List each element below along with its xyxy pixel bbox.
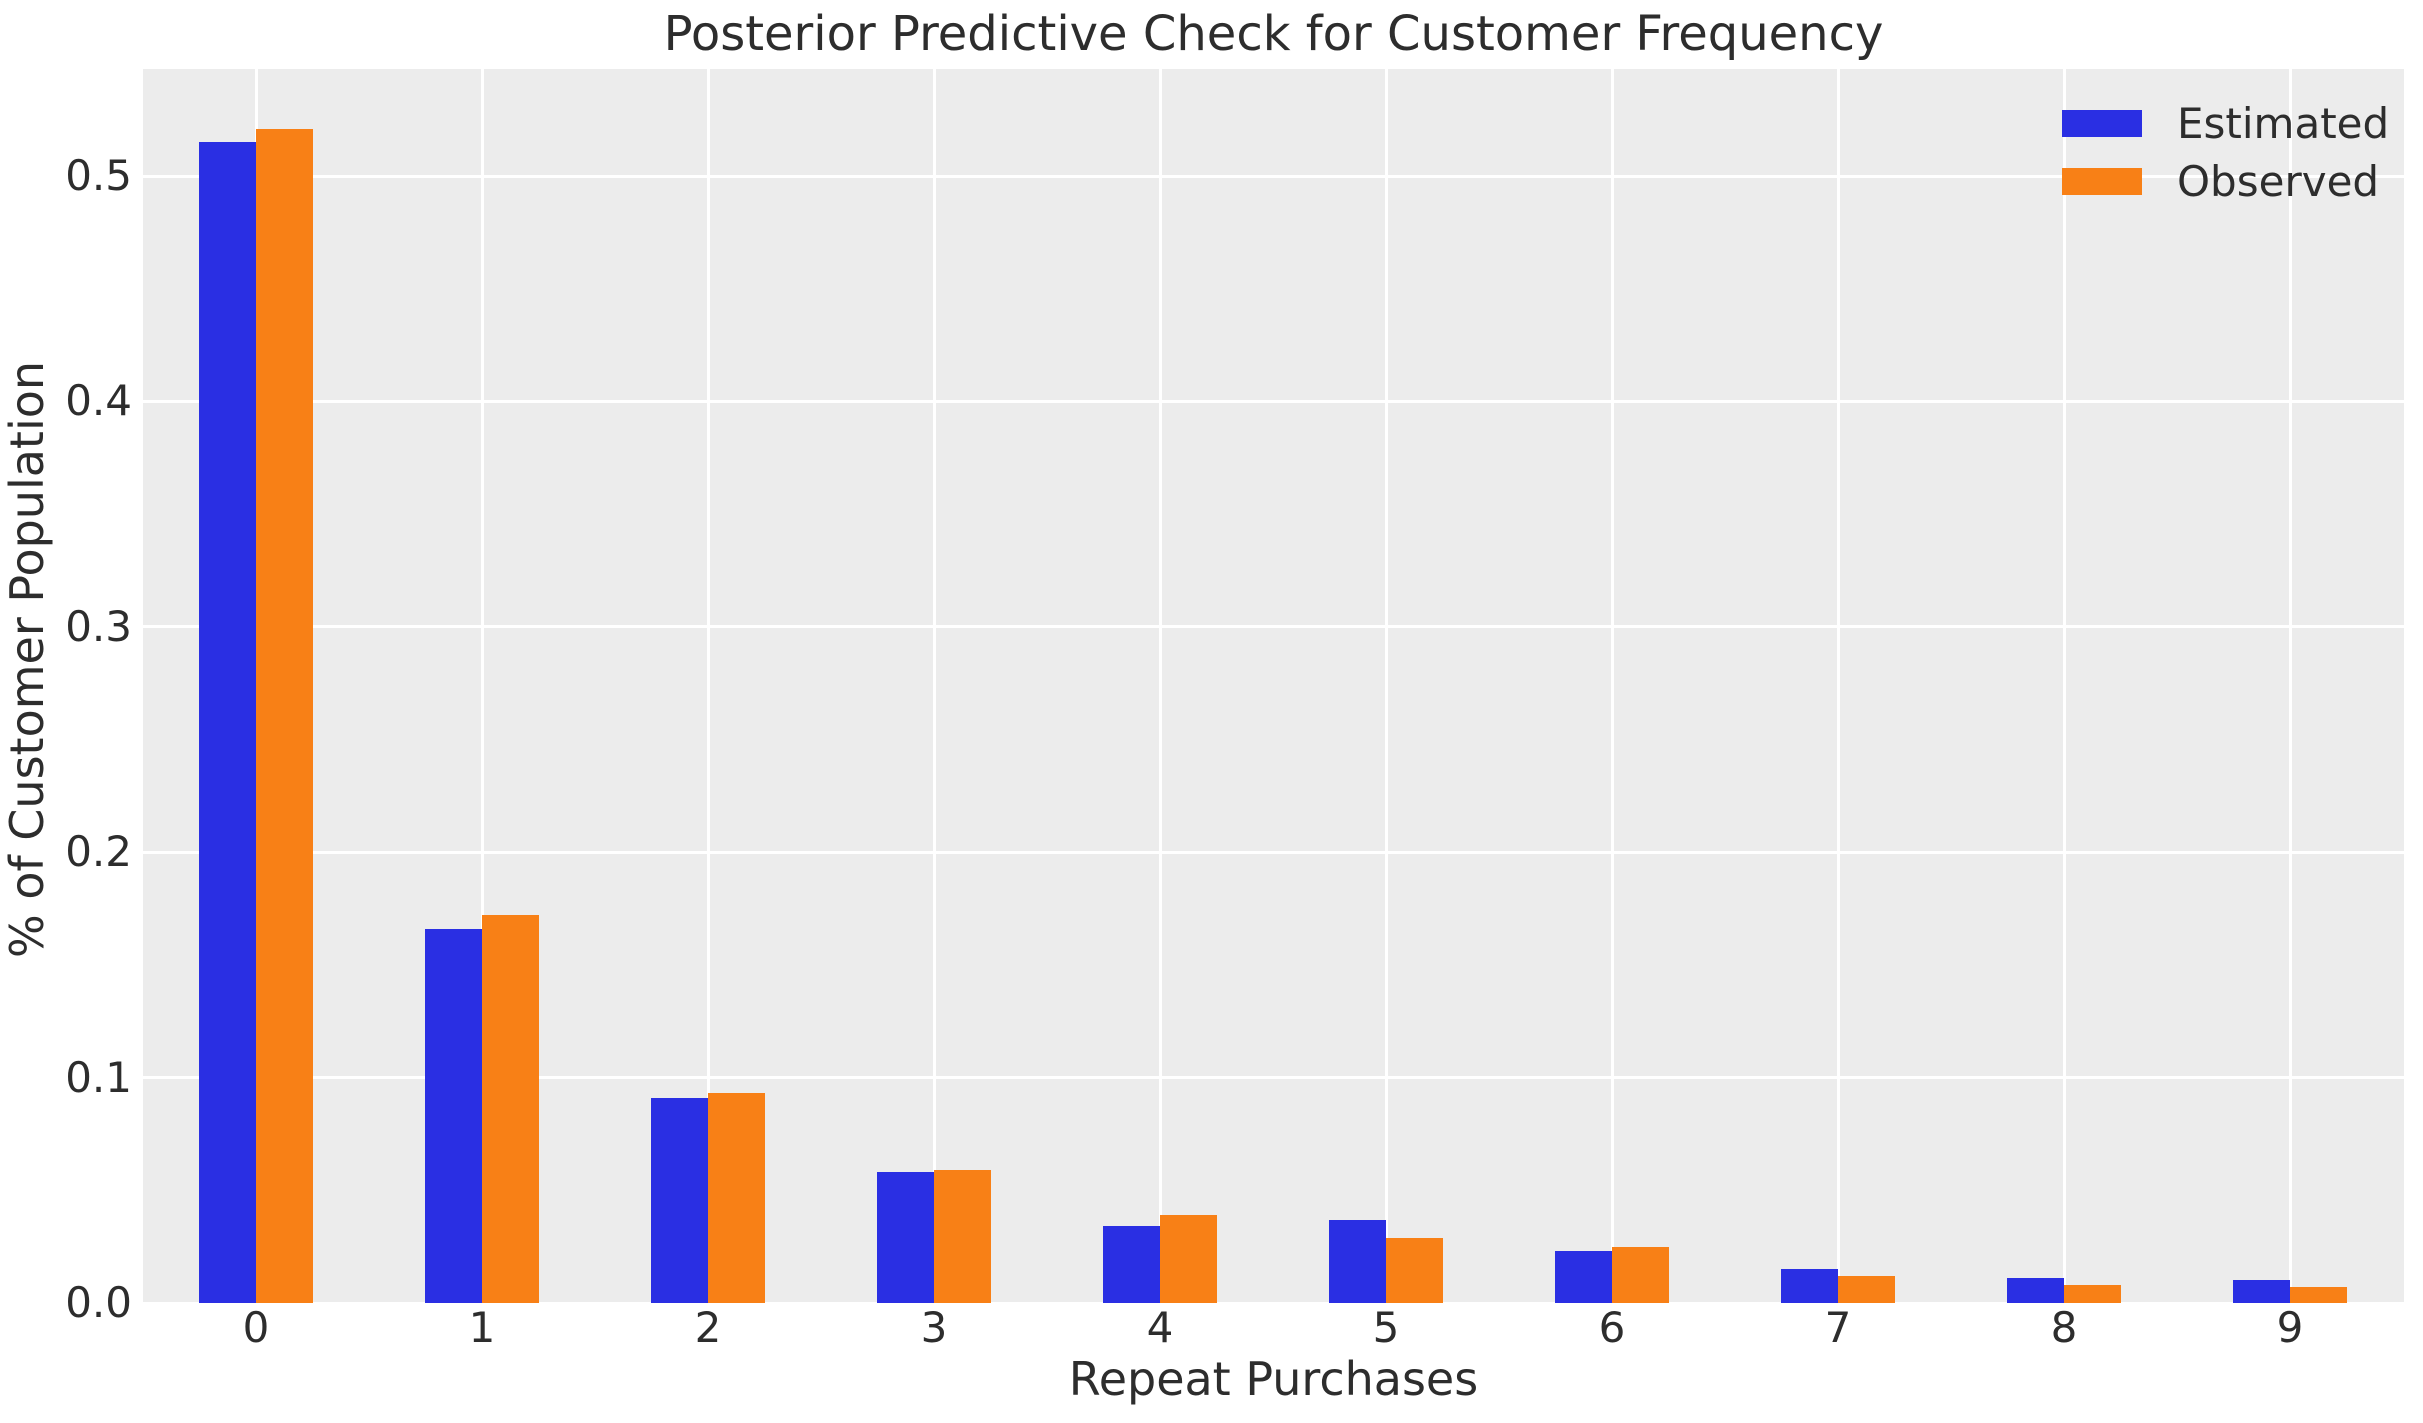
x-tick-label: 5 (1372, 1303, 1400, 1352)
gridline-horizontal (143, 399, 2404, 403)
bar-estimated-5 (1329, 1219, 1386, 1303)
gridline-horizontal (143, 1076, 2404, 1080)
gridline-vertical (1384, 69, 1388, 1303)
gridline-vertical (1610, 69, 1614, 1303)
gridline-vertical (932, 69, 936, 1303)
x-tick-label: 4 (1146, 1303, 1174, 1352)
bar-estimated-1 (425, 928, 482, 1303)
y-tick-label: 0.4 (65, 376, 132, 426)
bar-observed-4 (1160, 1215, 1217, 1303)
bar-estimated-6 (1555, 1251, 1612, 1303)
bar-estimated-3 (877, 1172, 934, 1303)
y-tick-label: 0.5 (65, 151, 132, 201)
bar-observed-9 (2290, 1287, 2347, 1303)
gridline-vertical (1158, 69, 1162, 1303)
x-tick-label: 1 (468, 1303, 496, 1352)
bar-observed-1 (482, 915, 539, 1303)
x-tick-label: 3 (920, 1303, 948, 1352)
gridline-vertical (2062, 69, 2066, 1303)
bar-observed-7 (1838, 1275, 1895, 1303)
bar-estimated-4 (1103, 1226, 1160, 1303)
chart-title: Posterior Predictive Check for Customer … (663, 6, 1884, 62)
gridline-horizontal (143, 174, 2404, 178)
bar-estimated-9 (2233, 1280, 2290, 1303)
bar-estimated-0 (199, 142, 256, 1303)
plot-area (143, 69, 2404, 1303)
gridline-horizontal (143, 625, 2404, 629)
legend-label: Observed (2177, 156, 2380, 206)
legend-swatch-icon (2062, 167, 2142, 195)
gridline-vertical (1836, 69, 1840, 1303)
legend-swatch-icon (2062, 109, 2142, 137)
bar-observed-3 (934, 1170, 991, 1303)
bar-observed-5 (1386, 1237, 1443, 1303)
y-tick-label: 0.0 (65, 1278, 132, 1327)
gridline-vertical (706, 69, 710, 1303)
x-tick-label: 0 (242, 1303, 270, 1352)
x-tick-label: 2 (694, 1303, 722, 1352)
legend-item-estimated: Estimated (2062, 94, 2389, 152)
gridline-vertical (480, 69, 484, 1303)
x-tick-label: 7 (1824, 1303, 1852, 1352)
legend: Estimated Observed (2062, 94, 2389, 210)
y-tick-label: 0.3 (65, 601, 132, 651)
bar-observed-0 (256, 128, 313, 1303)
bar-observed-6 (1612, 1246, 1669, 1303)
x-tick-label: 8 (2050, 1303, 2078, 1352)
bar-estimated-8 (2007, 1278, 2064, 1303)
bar-estimated-7 (1781, 1269, 1838, 1303)
x-tick-label: 6 (1598, 1303, 1626, 1352)
bar-observed-2 (708, 1093, 765, 1303)
bar-observed-8 (2064, 1284, 2121, 1303)
gridline-vertical (2288, 69, 2292, 1303)
gridline-horizontal (143, 850, 2404, 854)
y-tick-label: 0.1 (65, 1052, 132, 1102)
gridline-horizontal (143, 1301, 2404, 1303)
bar-estimated-2 (651, 1097, 708, 1303)
legend-label: Estimated (2177, 98, 2390, 148)
y-axis-title: % of Customer Population (0, 360, 54, 958)
legend-item-observed: Observed (2062, 152, 2389, 210)
y-tick-label: 0.2 (65, 827, 132, 877)
x-axis-title: Repeat Purchases (1068, 1352, 1479, 1406)
x-tick-label: 9 (2276, 1303, 2304, 1352)
